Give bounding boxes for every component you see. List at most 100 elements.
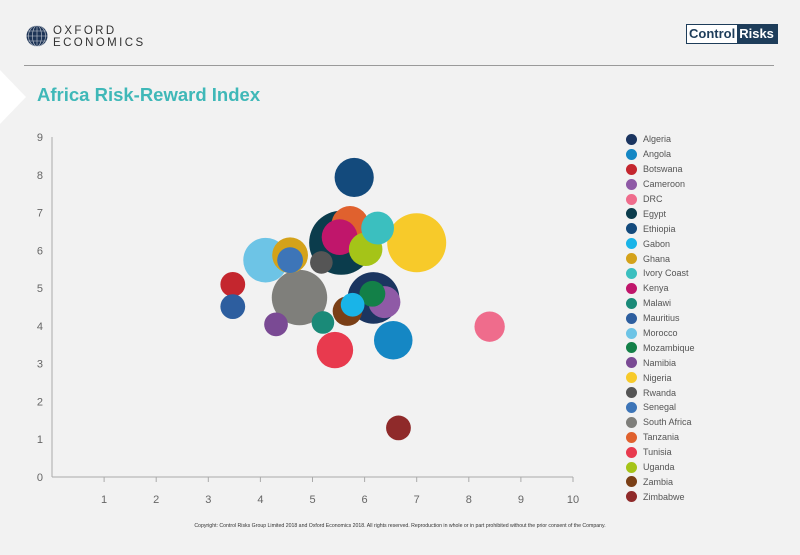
legend-label: Ghana [643,253,671,264]
legend-item-rwanda: Rwanda [626,385,796,400]
control-risks-logo-part1: Control [687,25,738,43]
legend-swatch [626,193,637,205]
legend-item-tanzania: Tanzania [626,430,796,445]
oxford-wordmark-line1: OXFORD [53,25,117,37]
y-tick-label: 1 [37,434,43,446]
oxford-wordmark-line2: ECONOMICS [53,37,146,49]
chart-axes: 1 2 3 4 5 6 7 8 9 10 0 1 2 3 4 5 6 7 8 9 [37,132,579,506]
bubble-malawi [311,311,335,334]
legend-item-zimbabwe: Zimbabwe [626,489,796,504]
chart-bubbles [220,157,505,441]
legend-item-tunisia: Tunisia [626,445,796,460]
x-tick-label: 9 [518,494,524,506]
chart-title: Africa Risk-Reward Index [37,84,261,105]
legend-swatch [626,208,637,220]
legend-swatch [626,297,637,309]
legend-swatch [626,327,637,339]
bubble-mozambique [359,280,386,307]
bubble-south-africa [271,269,328,326]
legend-swatch [626,267,637,279]
legend-swatch [626,387,637,399]
x-tick-label: 1 [101,494,107,506]
legend-label: Botswana [643,164,683,175]
legend-label: Mozambique [643,342,695,353]
legend-label: Uganda [643,462,675,473]
legend-swatch [626,133,637,145]
x-tick-label: 5 [309,494,315,506]
title-arrow-decoration [0,70,26,124]
legend-item-egypt: Egypt [626,206,796,221]
x-tick-label: 7 [414,494,420,506]
bubble-tunisia [316,331,354,369]
legend-item-ghana: Ghana [626,251,796,266]
control-risks-logo-part2: Risks [737,25,777,43]
y-tick-label: 2 [37,396,43,408]
legend-item-nigeria: Nigeria [626,370,796,385]
legend-item-mozambique: Mozambique [626,340,796,355]
x-tick-label: 2 [153,494,159,506]
legend-label: Ethiopia [643,223,676,234]
bubble-mauritius [220,294,246,320]
x-tick-label: 3 [205,494,211,506]
legend-swatch [626,282,637,294]
bubble-ivory-coast [361,211,395,245]
legend-label: Zimbabwe [643,491,685,502]
legend-label: Nigeria [643,372,672,383]
y-tick-label: 6 [37,245,43,257]
legend-label: Morocco [643,328,678,339]
legend-swatch [626,416,637,428]
legend-label: Kenya [643,283,669,294]
legend-swatch [626,461,637,473]
legend-label: Tanzania [643,432,680,443]
bubble-gabon [340,292,365,317]
bubble-namibia [264,312,288,337]
bubble-senegal [277,247,303,274]
legend-item-south-africa: South Africa [626,415,796,430]
legend-item-senegal: Senegal [626,400,796,415]
legend-swatch [626,446,637,458]
legend-item-cameroon: Cameroon [626,177,796,192]
legend-label: Zambia [643,476,674,487]
globe-icon [26,25,48,47]
legend-item-gabon: Gabon [626,236,796,251]
legend-label: Ivory Coast [643,268,689,279]
legend-item-angola: Angola [626,147,796,162]
legend-item-malawi: Malawi [626,296,796,311]
legend-item-botswana: Botswana [626,162,796,177]
legend-swatch [626,312,637,324]
x-tick-label: 4 [257,494,263,506]
legend-swatch [626,178,637,190]
legend-swatch [626,148,637,160]
legend-item-ivory-coast: Ivory Coast [626,266,796,281]
y-tick-label: 3 [37,359,43,371]
legend-item-algeria: Algeria [626,132,796,147]
legend-label: South Africa [643,417,692,428]
legend-item-uganda: Uganda [626,460,796,475]
y-tick-label: 8 [37,170,43,182]
legend-label: Senegal [643,402,677,413]
legend-label: Egypt [643,208,667,219]
legend-label: DRC [643,194,663,204]
bubble-ethiopia [334,157,374,198]
x-tick-label: 6 [362,494,368,506]
bubble-rwanda [310,251,333,274]
legend-swatch [626,163,637,175]
chart-legend: Algeria Angola Botswana Cameroon DRC Egypt Eth… [626,132,796,504]
legend-item-zambia: Zambia [626,474,796,489]
legend-label: Malawi [643,298,672,309]
legend-label: Gabon [643,238,671,249]
legend-label: Namibia [643,357,677,368]
legend-swatch [626,253,637,265]
copyright-notice: Copyright: Control Risks Group Limited 2… [194,523,606,529]
legend-swatch [626,476,637,488]
legend-swatch [626,431,637,443]
y-tick-label: 0 [37,472,43,484]
bubble-zimbabwe [386,415,411,441]
bubble-nigeria [387,213,447,273]
legend-label: Mauritius [643,313,680,324]
legend-label: Angola [643,149,672,160]
legend-item-kenya: Kenya [626,281,796,296]
legend-swatch [626,223,637,235]
legend-label: Tunisia [643,447,672,458]
